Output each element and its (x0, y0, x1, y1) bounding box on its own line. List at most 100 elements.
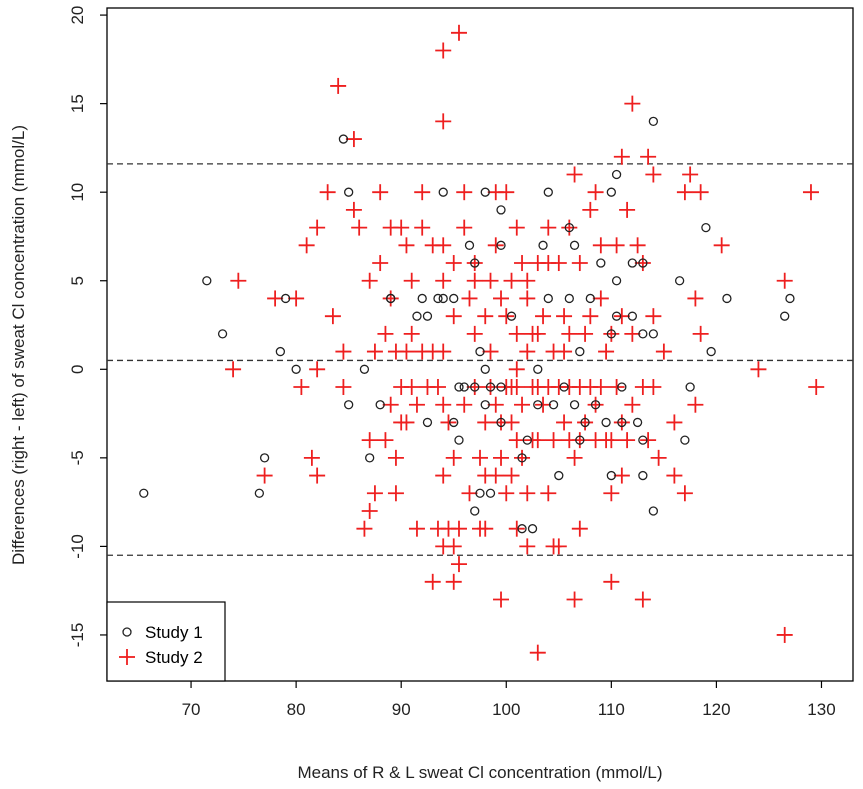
x-tick-label: 100 (492, 700, 520, 719)
study2-point (398, 237, 415, 254)
study2-point (776, 626, 793, 643)
study2-point (508, 379, 525, 396)
study2-point (372, 255, 389, 272)
study2-point (692, 325, 709, 342)
study1-point (611, 311, 622, 321)
study2-point (508, 520, 525, 537)
y-tick-label: 15 (68, 94, 87, 113)
study2-point (324, 308, 341, 325)
study2-point (445, 308, 462, 325)
legend-study1-label: Study 1 (145, 623, 203, 642)
study1-point (291, 364, 301, 374)
study2-point (676, 184, 693, 201)
study2-point (482, 379, 499, 396)
study2-point (634, 255, 651, 272)
study1-point (254, 488, 265, 498)
study2-point (550, 255, 567, 272)
study1-point (527, 524, 538, 534)
study2-point (566, 166, 583, 183)
study2-point (319, 184, 336, 201)
study1-point (533, 364, 543, 374)
study2-point (387, 485, 404, 502)
study1-point (569, 400, 580, 410)
study2-point (230, 272, 247, 289)
study2-point (640, 148, 657, 165)
x-tick-label: 90 (392, 700, 411, 719)
study2-point (398, 343, 415, 360)
study2-point (619, 432, 636, 449)
study1-point (564, 222, 574, 233)
study2-point (398, 414, 415, 431)
study2-point (508, 325, 525, 342)
study2-point (613, 414, 630, 431)
study1-point (580, 417, 590, 428)
study2-point (571, 255, 588, 272)
study2-point (682, 166, 699, 183)
study1-point (569, 240, 580, 250)
study2-point (345, 201, 362, 218)
study2-point (493, 591, 510, 608)
study2-point (613, 148, 630, 165)
study1-point (722, 293, 732, 304)
study1-point (464, 240, 475, 250)
study2-point (435, 467, 452, 484)
study1-point (611, 276, 622, 286)
y-tick-label: 20 (68, 6, 87, 25)
study2-point (440, 414, 457, 431)
study1-point (459, 382, 469, 392)
study2-point (582, 308, 599, 325)
study2-point (676, 485, 693, 502)
study1-point (648, 506, 659, 516)
study2-point (545, 432, 562, 449)
study2-point (445, 255, 462, 272)
legend-study2-marker (119, 649, 135, 665)
study2-point (634, 591, 651, 608)
study2-point (556, 308, 573, 325)
study2-point (408, 520, 425, 537)
study1-point (648, 329, 659, 339)
study2-point (529, 325, 546, 342)
study2-point (482, 343, 499, 360)
x-tick-label: 120 (702, 700, 730, 719)
study1-point (554, 470, 564, 481)
study2-point (461, 290, 478, 307)
x-axis: 70 80 90 100 110 120 130 (182, 681, 836, 719)
study1-point (522, 435, 532, 445)
study1-point (632, 417, 643, 428)
study1-point (438, 187, 448, 197)
study2-point (535, 308, 552, 325)
study2-point (619, 201, 636, 218)
study1-point (344, 187, 354, 197)
study2-point (556, 343, 573, 360)
study2-point (540, 219, 557, 236)
study1-point (685, 382, 695, 392)
study1-point (449, 417, 459, 428)
study2-point (645, 308, 662, 325)
study2-point (577, 325, 594, 342)
y-tick-label: -10 (68, 534, 87, 559)
study2-point (608, 237, 625, 254)
study2-point (556, 414, 573, 431)
study1-point (470, 382, 480, 392)
study1-point (496, 205, 506, 215)
study2-point (456, 396, 473, 413)
study2-point (498, 308, 515, 325)
study1-point (475, 346, 485, 357)
study1-point (496, 240, 506, 250)
study2-point (424, 573, 441, 590)
study2-point (298, 237, 315, 254)
study2-point (624, 396, 641, 413)
study1-point (259, 453, 270, 463)
study2-point (713, 237, 730, 254)
study2-point (450, 520, 467, 537)
study1-point (417, 293, 427, 304)
study1-point (202, 276, 212, 286)
study2-point (493, 449, 510, 466)
study2-point (382, 396, 399, 413)
y-tick-label: -15 (68, 623, 87, 648)
study2-point (445, 573, 462, 590)
study2-point (550, 538, 567, 555)
study2-point (408, 396, 425, 413)
study2-point (587, 184, 604, 201)
